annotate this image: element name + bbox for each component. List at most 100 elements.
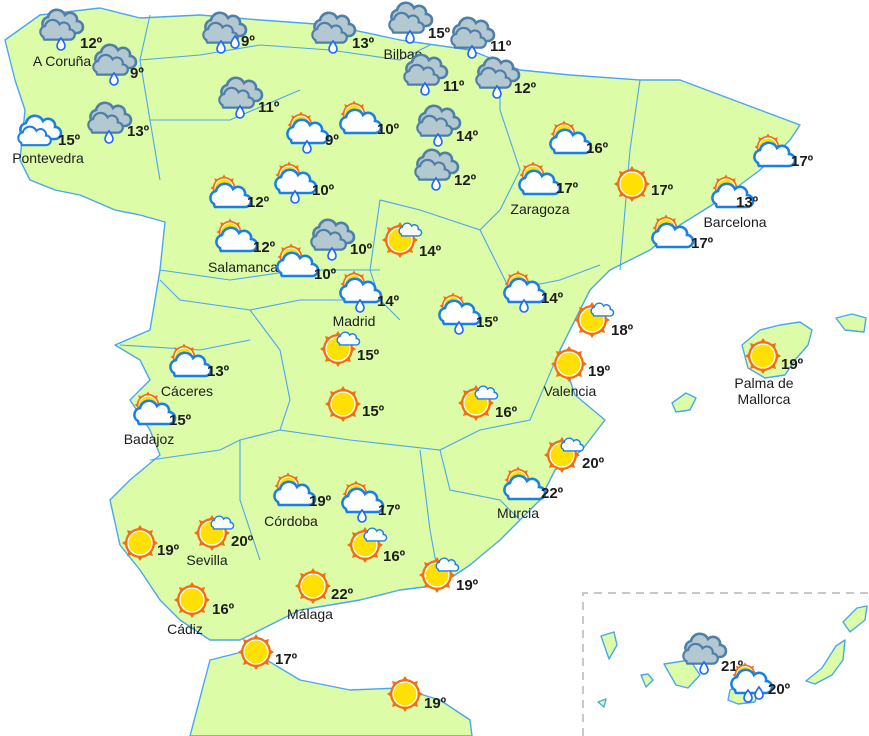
station: 13º Barcelona [703, 175, 767, 230]
temperature-label: 19º [781, 356, 804, 373]
station: 10º [275, 162, 335, 204]
temperature-label: 22º [541, 485, 564, 502]
temperature-label: 16º [495, 404, 518, 421]
station: 9º [287, 112, 339, 154]
temperature-label: 9º [241, 33, 255, 50]
north-africa [189, 649, 473, 736]
city-label: Córdoba [264, 513, 318, 529]
city-label: Salamanca [208, 259, 278, 275]
temperature-label: 10º [312, 182, 335, 199]
station: 19º Córdoba [264, 473, 332, 529]
city-label: Palma de Mallorca [734, 375, 793, 407]
city-label: Madrid [333, 313, 376, 329]
city-label: A Coruña [33, 53, 92, 69]
temperature-label: 11º [490, 38, 512, 55]
temperature-label: 12º [247, 194, 270, 211]
temperature-label: 14º [541, 290, 564, 307]
temperature-label: 13º [736, 194, 759, 211]
station: 11º [219, 78, 280, 118]
station: 17º [652, 215, 714, 252]
temperature-label: 15º [428, 25, 451, 42]
temperature-label: 11º [443, 78, 465, 95]
sun-icon [295, 568, 331, 604]
temperature-label: 10º [314, 266, 337, 283]
sun-small-cloud-icon [544, 437, 584, 473]
station: 12º [210, 175, 270, 211]
temperature-label: 9º [325, 132, 339, 149]
temperature-label: 19º [424, 695, 447, 712]
temperature-label: 10º [377, 121, 400, 138]
station: 22º Málaga [287, 568, 354, 622]
sun-small-cloud-icon [574, 302, 614, 338]
sun-icon [238, 634, 274, 670]
temperature-label: 14º [419, 243, 442, 260]
station: 14º [504, 271, 564, 313]
city-label: Zaragoza [510, 201, 569, 217]
temperature-label: 13º [207, 363, 230, 380]
temperature-label: 14º [377, 293, 400, 310]
station: 17º Zaragoza [510, 162, 579, 217]
temperature-label: 17º [691, 235, 714, 252]
station: 14º [417, 106, 479, 146]
station: 10º [340, 101, 400, 138]
temperature-label: 16º [586, 140, 609, 157]
sun-icon [174, 582, 210, 618]
temperature-label: 12º [80, 35, 103, 52]
sun-small-cloud-icon [419, 557, 459, 593]
sun-icon [551, 346, 587, 382]
station: 19º Valencia [544, 346, 611, 399]
station: 20º [544, 437, 605, 473]
station: 12º Salamanca [208, 219, 278, 275]
station: 20º [731, 662, 791, 702]
rain-cloud-icon [389, 3, 432, 43]
city-label: Málaga [287, 606, 333, 622]
temperature-label: 13º [352, 35, 375, 52]
station: 13º [88, 103, 150, 143]
station: 15º [320, 331, 380, 367]
station: 19º [419, 557, 479, 594]
temperature-label: 17º [275, 651, 298, 668]
city-label: Pontevedra [12, 150, 84, 166]
temperature-label: 15º [357, 347, 380, 364]
temperature-label: 19º [309, 493, 332, 510]
city-label: Cáceres [161, 383, 213, 399]
station: 19º Palma de Mallorca [734, 338, 804, 407]
temperature-label: 18º [611, 322, 634, 339]
temperature-label: 20º [768, 681, 791, 698]
sun-icon [614, 166, 650, 202]
temperature-label: 12º [514, 80, 537, 97]
temperature-label: 22º [331, 586, 354, 603]
station: 18º [574, 302, 634, 339]
temperature-label: 17º [378, 502, 401, 519]
station: 12º [476, 58, 537, 98]
sun-icon [325, 386, 361, 422]
temperature-label: 15º [362, 403, 385, 420]
station: 11º [404, 55, 465, 95]
station: 17º [754, 134, 814, 170]
station: 15º Badajoz [124, 392, 192, 447]
temperature-label: 11º [258, 99, 280, 116]
station: 15º [439, 293, 499, 335]
station: 16º [458, 385, 518, 421]
temperature-label: 19º [588, 363, 611, 380]
station: 10º [277, 244, 337, 283]
city-label: Valencia [544, 383, 597, 399]
station: 17º [342, 481, 401, 523]
sun-icon [745, 338, 781, 374]
temperature-label: 19º [456, 577, 479, 594]
sun-icon [387, 676, 423, 712]
station: 9º [203, 13, 255, 53]
temperature-label: 12º [454, 172, 477, 189]
city-label: Murcia [497, 505, 539, 521]
temperature-label: 13º [127, 123, 150, 140]
temperature-label: 12º [253, 239, 276, 256]
station: 13º Cáceres [161, 344, 230, 399]
city-label: Cádiz [167, 621, 203, 637]
